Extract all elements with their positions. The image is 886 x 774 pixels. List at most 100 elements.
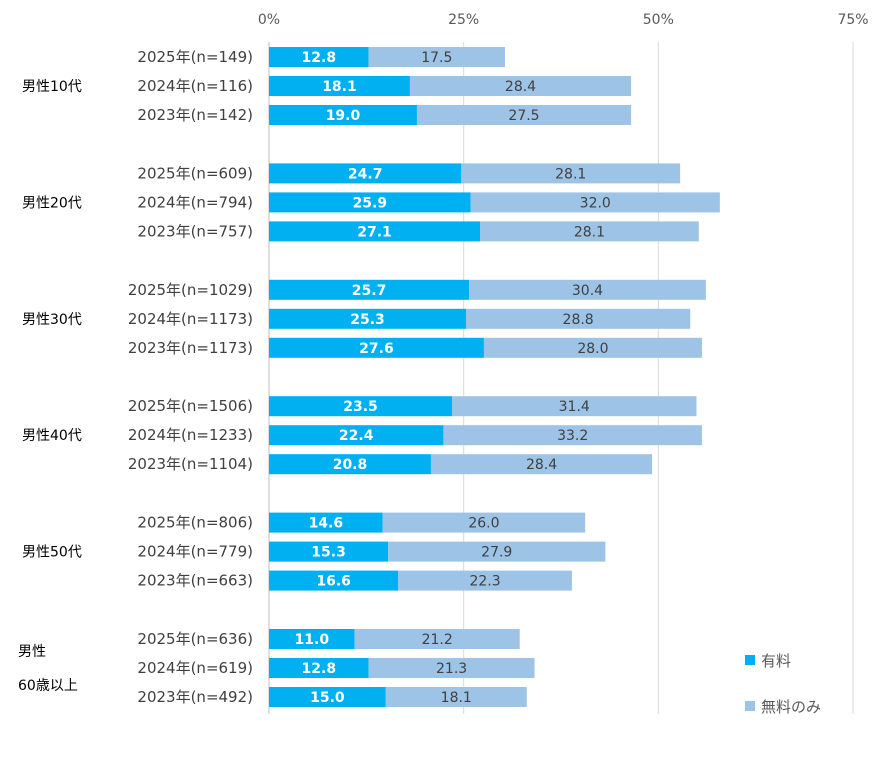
data-label-paid: 18.1 (322, 79, 357, 95)
data-label-free: 27.9 (481, 545, 512, 561)
bar-paid (269, 570, 399, 591)
data-label-free: 28.1 (574, 224, 605, 240)
legend-label: 有料 (761, 652, 791, 670)
bar-free (368, 658, 535, 678)
bar-free (483, 337, 702, 358)
data-label-paid: 12.8 (302, 661, 337, 677)
data-label-free: 28.4 (526, 457, 557, 473)
bar-paid (269, 454, 431, 475)
bar-free (451, 396, 697, 417)
category-label: 2024年(n=116) (137, 77, 253, 95)
group-label: 男性30代 (22, 312, 82, 328)
bar-paid (269, 658, 369, 678)
category-label: 2025年(n=1029) (128, 281, 253, 299)
category-label: 2024年(n=794) (137, 193, 253, 211)
bar-paid (269, 541, 389, 562)
bar-free (409, 76, 632, 96)
bar-paid (269, 629, 355, 649)
category-label: 2025年(n=1506) (128, 397, 253, 415)
group-label: 男性 (18, 644, 46, 660)
group-label: 男性50代 (22, 545, 82, 561)
data-label-free: 33.2 (557, 428, 588, 444)
bar-free (385, 687, 527, 707)
data-label-free: 32.0 (580, 195, 611, 211)
category-label: 2025年(n=149) (137, 48, 253, 66)
category-label: 2023年(n=1104) (128, 455, 253, 473)
data-label-free: 28.0 (577, 341, 608, 357)
data-label-paid: 20.8 (333, 457, 368, 473)
category-label: 2025年(n=609) (137, 164, 253, 182)
data-label-paid: 15.3 (311, 545, 346, 561)
group-label: 男性40代 (22, 428, 82, 444)
bar-free (470, 192, 720, 213)
bar-free (466, 308, 691, 329)
group-label: 60歳以上 (18, 678, 78, 694)
bar-paid (269, 279, 470, 300)
data-label-paid: 12.8 (302, 50, 337, 66)
data-label-paid: 27.6 (359, 341, 394, 357)
bar-paid (269, 337, 484, 358)
category-label: 2024年(n=619) (137, 659, 253, 677)
data-label-free: 28.8 (563, 312, 594, 328)
bar-free (469, 279, 706, 300)
bar-paid (269, 425, 444, 446)
data-label-paid: 22.4 (339, 428, 374, 444)
group-label: 男性20代 (22, 195, 82, 211)
data-label-free: 28.1 (555, 166, 586, 182)
category-label: 2023年(n=757) (137, 222, 253, 240)
data-label-paid: 11.0 (295, 632, 330, 648)
bar-paid (269, 76, 410, 96)
bars: 12.8 17.5 18.1 28.4 19.0 27.5 24.7 28.1 25.9 32.0… (269, 47, 720, 707)
bar-free (416, 105, 632, 125)
x-tick-label: 50% (643, 12, 674, 28)
category-labels: 2025年(n=149) 2024年(n=116) 2023年(n=142) 男性10… (18, 48, 253, 706)
bar-paid (269, 221, 481, 242)
category-label: 2024年(n=779) (137, 543, 253, 561)
data-label-paid: 25.9 (353, 195, 388, 211)
bar-free (382, 512, 586, 533)
data-label-paid: 14.6 (309, 516, 344, 532)
x-axis-ticks: 0% 25% 50% 75% (258, 12, 869, 28)
bar-free (388, 541, 606, 562)
data-label-free: 21.3 (436, 661, 467, 677)
bar-paid (269, 47, 369, 67)
data-label-paid: 15.0 (310, 690, 345, 706)
x-tick-label: 25% (448, 12, 479, 28)
bar-paid (269, 687, 386, 707)
bar-paid (269, 105, 417, 125)
category-label: 2023年(n=492) (137, 688, 253, 706)
bar-free (354, 629, 520, 649)
data-label-free: 28.4 (505, 79, 536, 95)
category-label: 2024年(n=1173) (128, 310, 253, 328)
data-label-paid: 27.1 (357, 224, 392, 240)
category-label: 2025年(n=636) (137, 630, 253, 648)
bar-free (443, 425, 702, 446)
bar-paid (269, 512, 383, 533)
data-label-free: 27.5 (508, 108, 539, 124)
data-label-paid: 25.3 (350, 312, 385, 328)
legend-swatch (745, 655, 755, 665)
legend-swatch (745, 701, 755, 711)
category-label: 2025年(n=806) (137, 514, 253, 532)
data-label-paid: 25.7 (352, 283, 387, 299)
bar-paid (269, 396, 452, 417)
group-label: 男性10代 (22, 79, 82, 95)
category-label: 2023年(n=1173) (128, 339, 253, 357)
data-label-paid: 19.0 (326, 108, 361, 124)
data-label-free: 17.5 (421, 50, 452, 66)
data-label-free: 30.4 (572, 283, 603, 299)
bar-paid (269, 192, 471, 213)
data-label-free: 31.4 (559, 399, 590, 415)
data-label-free: 18.1 (441, 690, 472, 706)
x-tick-label: 0% (258, 12, 280, 28)
bar-free (430, 454, 653, 475)
legend-label: 無料のみ (761, 698, 821, 716)
bar-free (398, 570, 572, 591)
bar-free (368, 47, 505, 67)
data-label-paid: 16.6 (316, 574, 351, 590)
data-label-free: 21.2 (422, 632, 453, 648)
category-label: 2023年(n=663) (137, 572, 253, 590)
data-label-paid: 23.5 (343, 399, 378, 415)
bar-free (461, 163, 681, 184)
